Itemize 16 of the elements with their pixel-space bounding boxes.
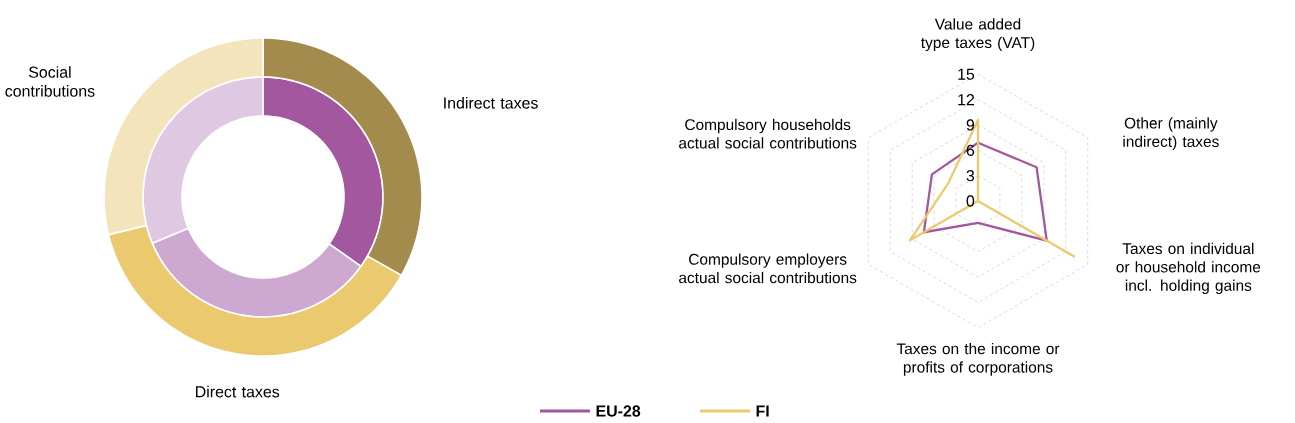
y-tick-label: 15: [958, 68, 975, 80]
y-tick-label: 0: [966, 195, 975, 207]
slice-label: Indirect taxes: [444, 96, 538, 109]
y-tick-label: 9: [966, 119, 975, 131]
legend-label: EU-28: [596, 405, 641, 417]
spoke-label: Value added type taxes (VAT): [921, 18, 1035, 52]
y-tick-label: 12: [958, 94, 975, 106]
spoke-label: Compulsory households actual social contributions: [679, 118, 857, 149]
slice-label: Direct taxes: [196, 385, 280, 398]
y-tick-label: 3: [966, 170, 975, 182]
spoke-label: Taxes on individual or household income incl. holding gains: [1116, 242, 1261, 294]
slice-label: Social contributions: [5, 66, 95, 97]
spoke-label: Compulsory employers actual social contributions: [679, 253, 857, 284]
legend-label: FI: [756, 405, 769, 417]
spoke-label: Taxes on the income or profits of corporations: [896, 342, 1060, 376]
spoke-label: Other (mainly indirect) taxes: [1123, 117, 1219, 151]
